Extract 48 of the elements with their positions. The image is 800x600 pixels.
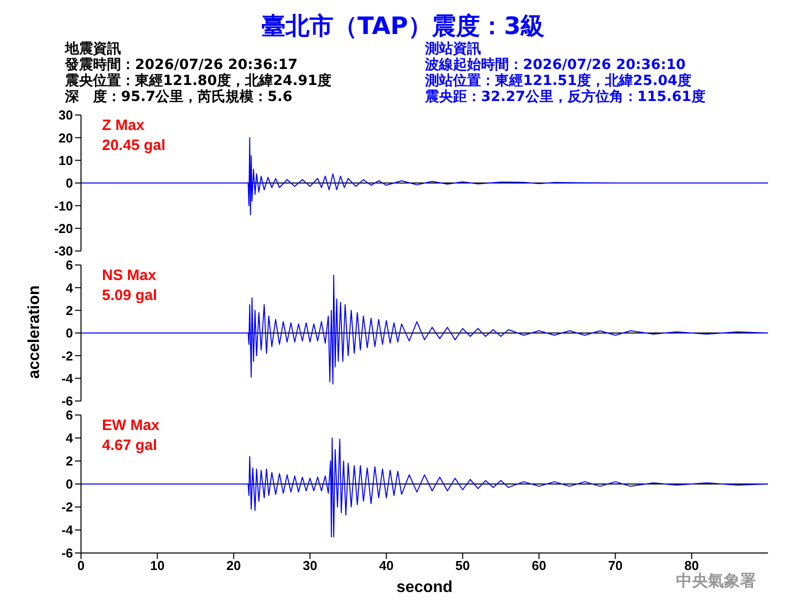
y-tick-label: 0 [66, 476, 73, 492]
y-tick-label: 2 [66, 454, 73, 469]
chart-title: 臺北市（TAP）震度：3級 [260, 11, 546, 41]
annotation: NS Max [102, 266, 158, 286]
y-tick-label: -4 [61, 370, 74, 386]
text: 測站資訊 [425, 41, 482, 57]
text: 深 度：95.7公里，芮氏規模：5.6 [65, 89, 294, 105]
y-tick-label: 30 [58, 108, 73, 123]
y-tick-label: 6 [66, 408, 73, 423]
y-tick-label: 0 [66, 176, 73, 191]
annotation: EW Max [102, 416, 160, 436]
x-tick-label: 50 [455, 558, 470, 574]
text: 中央氣象署 [676, 571, 756, 592]
y-tick-label: -6 [61, 546, 73, 561]
annotation: 20.45 gal [102, 136, 166, 156]
text: 測站位置：東經121.51度，北緯25.04度 [425, 73, 692, 89]
x-tick-label: 10 [150, 558, 165, 574]
y-tick-label: -2 [61, 348, 73, 364]
y-tick-label: -20 [54, 220, 73, 236]
y-tick-label: 20 [58, 130, 73, 146]
y-tick-label: 4 [66, 430, 74, 446]
x-tick-label: 70 [608, 558, 623, 574]
x-tick-label: 40 [379, 558, 394, 574]
text: 地震資訊 [65, 41, 122, 57]
annotation: 4.67 gal [102, 436, 158, 456]
y-tick-label: -2 [61, 500, 73, 515]
y-tick-label: -30 [54, 244, 73, 259]
x-tick-label: 60 [532, 558, 546, 574]
y-axis-title: acceleration [26, 284, 44, 381]
y-tick-label: -4 [61, 522, 74, 538]
y-tick-label: -6 [61, 394, 73, 409]
x-tick-label: 0 [77, 558, 85, 574]
y-tick-label: 2 [66, 302, 73, 318]
y-tick-label: -10 [54, 198, 73, 214]
annotation: Z Max [102, 116, 146, 136]
x-tick-label: 20 [226, 558, 241, 574]
y-tick-label: 0 [66, 326, 73, 341]
y-tick-label: 6 [66, 258, 73, 273]
y-tick-label: 4 [66, 280, 74, 296]
x-axis-title: second [396, 579, 452, 596]
annotation: 5.09 gal [102, 286, 158, 306]
text: 震央位置：東經121.80度，北緯24.91度 [65, 73, 332, 89]
text: 波線起始時間：2026/07/26 20:36:10 [425, 57, 686, 73]
text: 震央距：32.27公里，反方位角：115.61度 [425, 89, 706, 105]
x-tick-label: 80 [684, 558, 699, 574]
x-tick-label: 30 [302, 558, 318, 574]
text: 發震時間：2026/07/26 20:36:17 [65, 57, 299, 73]
y-tick-label: 10 [58, 152, 73, 168]
